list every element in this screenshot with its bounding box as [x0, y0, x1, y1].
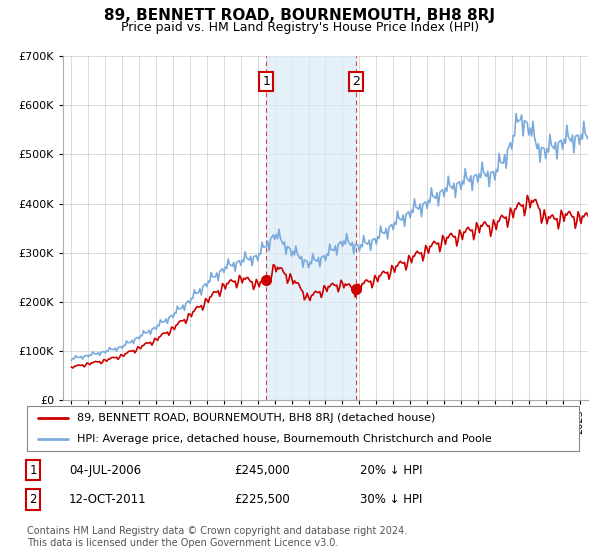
Text: Contains HM Land Registry data © Crown copyright and database right 2024.
This d: Contains HM Land Registry data © Crown c…	[27, 526, 407, 548]
Text: 30% ↓ HPI: 30% ↓ HPI	[360, 493, 422, 506]
Text: 89, BENNETT ROAD, BOURNEMOUTH, BH8 8RJ (detached house): 89, BENNETT ROAD, BOURNEMOUTH, BH8 8RJ (…	[77, 413, 435, 423]
Text: Price paid vs. HM Land Registry's House Price Index (HPI): Price paid vs. HM Land Registry's House …	[121, 21, 479, 34]
Text: 1: 1	[29, 464, 37, 477]
Text: 2: 2	[29, 493, 37, 506]
Text: 20% ↓ HPI: 20% ↓ HPI	[360, 464, 422, 477]
Text: £225,500: £225,500	[234, 493, 290, 506]
Text: 89, BENNETT ROAD, BOURNEMOUTH, BH8 8RJ: 89, BENNETT ROAD, BOURNEMOUTH, BH8 8RJ	[104, 8, 496, 24]
Text: 12-OCT-2011: 12-OCT-2011	[69, 493, 146, 506]
Text: 2: 2	[352, 76, 359, 88]
Text: 1: 1	[262, 76, 270, 88]
Text: £245,000: £245,000	[234, 464, 290, 477]
Text: HPI: Average price, detached house, Bournemouth Christchurch and Poole: HPI: Average price, detached house, Bour…	[77, 433, 491, 444]
Bar	[266, 56, 356, 400]
Text: 04-JUL-2006: 04-JUL-2006	[69, 464, 141, 477]
